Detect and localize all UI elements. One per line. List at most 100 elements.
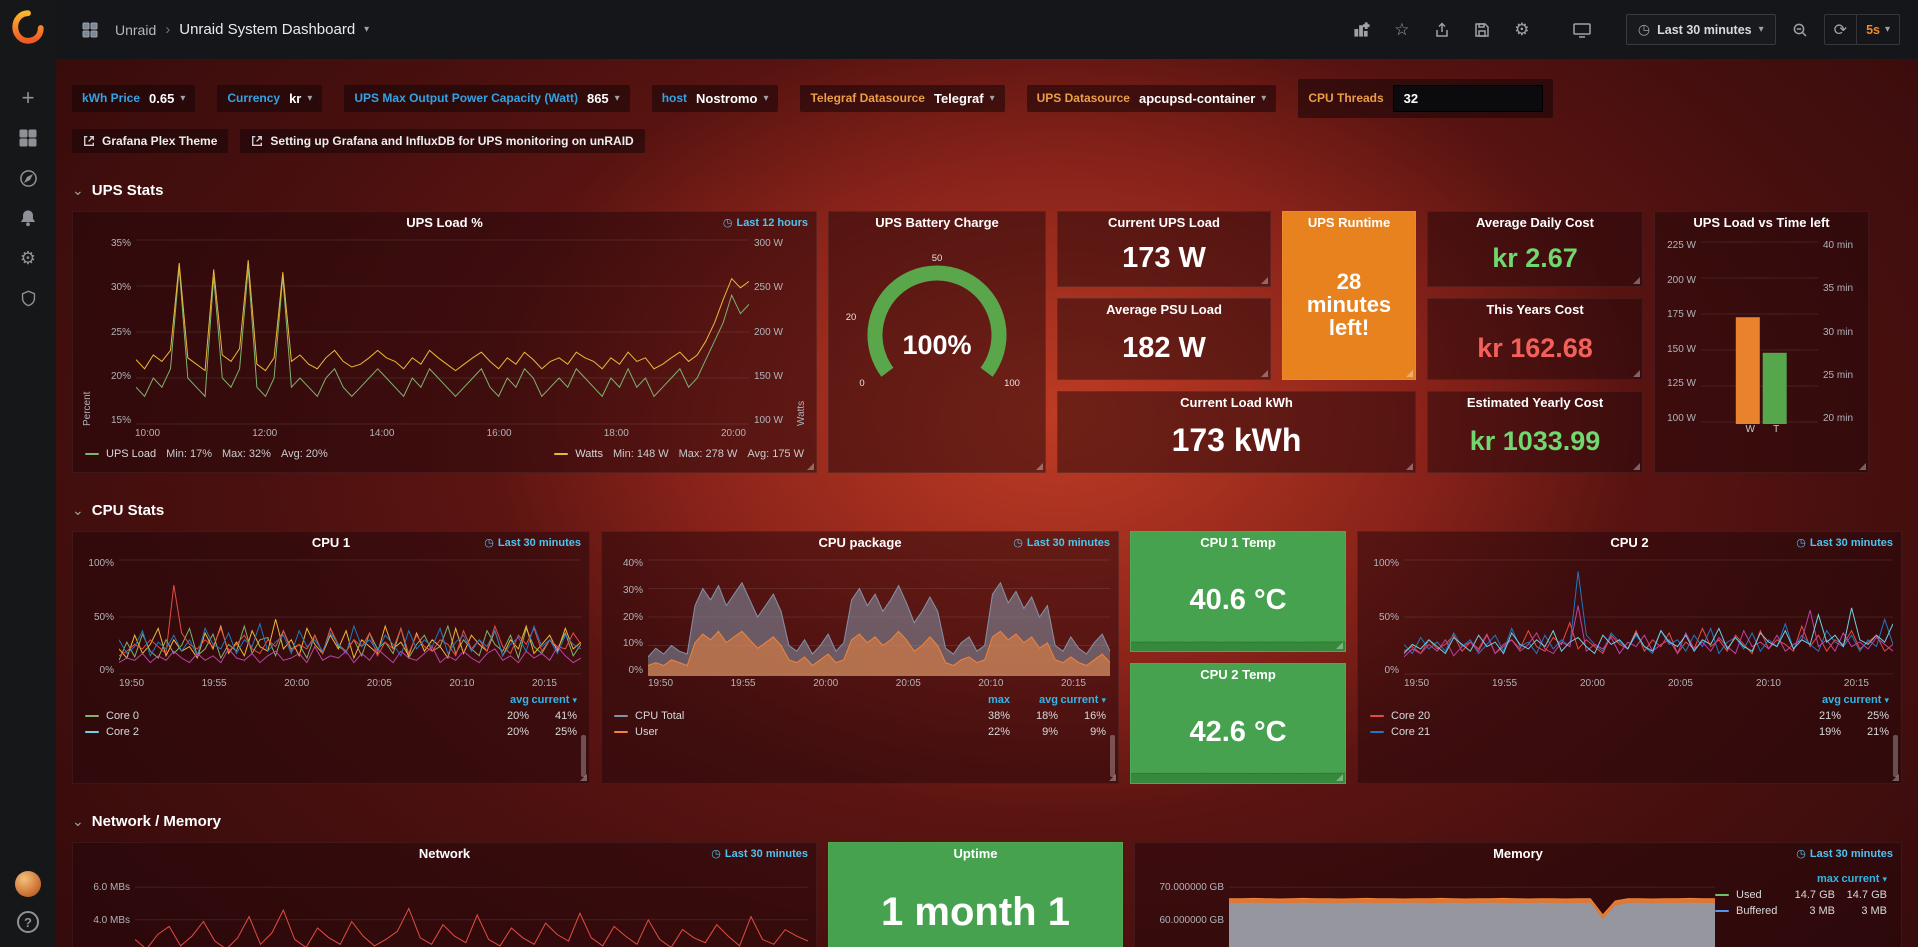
variable-host[interactable]: host Nostromo ▾ xyxy=(651,84,779,112)
panel-title[interactable]: CPU 2 xyxy=(1610,535,1649,550)
legend-scrollbar[interactable] xyxy=(1110,735,1115,777)
section-network-memory[interactable]: ⌄ Network / Memory xyxy=(72,810,1902,832)
create-plus-icon[interactable]: + xyxy=(21,85,35,110)
refresh-interval-picker[interactable]: 5s ▾ xyxy=(1856,15,1899,44)
legend-row[interactable]: Used 14.7 GB 14.7 GB xyxy=(1715,887,1887,903)
tv-cycle-icon[interactable] xyxy=(1566,14,1598,46)
alerting-bell-icon[interactable] xyxy=(0,198,56,238)
variable-value[interactable]: 0.65 ▾ xyxy=(149,90,186,106)
star-icon[interactable]: ☆ xyxy=(1394,19,1410,39)
breadcrumb-app[interactable]: Unraid xyxy=(115,21,157,38)
user-avatar[interactable] xyxy=(15,871,41,897)
cpu2-chart[interactable] xyxy=(1403,558,1894,676)
add-panel-icon[interactable] xyxy=(1346,14,1378,46)
memory-chart[interactable] xyxy=(1228,869,1715,947)
legend-row[interactable]: UPS Load Min: 17% Max: 32% Avg: 20% xyxy=(85,446,328,462)
apps-grid-icon[interactable] xyxy=(74,14,106,46)
refresh-icon[interactable]: ⟳ xyxy=(1833,21,1848,39)
share-icon[interactable] xyxy=(1426,14,1458,46)
legend-sort-header[interactable]: max xyxy=(987,694,1010,706)
panel-cpu-1: CPU 1 ◷ Last 30 minutes 100% 50% 0% 19:50 1… xyxy=(72,531,590,784)
explore-compass-icon[interactable] xyxy=(0,158,56,198)
legend-row[interactable]: User 22% 9% 9% xyxy=(614,724,1106,740)
variable-value[interactable]: Telegraf ▾ xyxy=(933,90,995,106)
variable-input[interactable]: 32 xyxy=(1392,84,1543,112)
panel-title[interactable]: CPU package xyxy=(818,535,902,550)
legend-sort-header[interactable]: current ▾ xyxy=(1843,694,1890,706)
save-icon[interactable] xyxy=(1466,14,1498,46)
panel-time-range-badge[interactable]: ◷ Last 30 minutes xyxy=(484,536,581,550)
dashboards-icon[interactable] xyxy=(0,118,56,158)
time-range-picker[interactable]: ◷ Last 30 minutes ▾ xyxy=(1625,14,1776,45)
panel-title[interactable]: Estimated Yearly Cost xyxy=(1466,395,1604,410)
panel-time-range-badge[interactable]: ◷ Last 30 minutes xyxy=(711,847,808,861)
axis-tick: 50% xyxy=(93,611,114,623)
panel-title[interactable]: UPS Load vs Time left xyxy=(1693,215,1830,230)
legend-scrollbar[interactable] xyxy=(1893,735,1898,777)
configuration-gear-icon[interactable]: ⚙ xyxy=(19,247,37,268)
panel-title[interactable]: UPS Runtime xyxy=(1307,215,1391,230)
legend-sort-header[interactable]: current ▾ xyxy=(1841,873,1888,885)
axis-tick: 200 W xyxy=(1667,274,1696,286)
legend-row[interactable]: Watts Min: 148 W Max: 278 W Avg: 175 W xyxy=(554,446,804,462)
variable-ups-datasource[interactable]: UPS Datasource apcupsd-container ▾ xyxy=(1026,84,1277,112)
cpu1-chart[interactable] xyxy=(118,558,582,676)
variable-kwh-price[interactable]: kWh Price 0.65 ▾ xyxy=(72,84,196,112)
panel-title[interactable]: Network xyxy=(418,846,471,861)
dashboard-link[interactable]: Grafana Plex Theme xyxy=(72,129,229,153)
panel-title[interactable]: UPS Battery Charge xyxy=(875,215,999,230)
legend-sort-header[interactable]: max xyxy=(1816,873,1839,885)
panel-title[interactable]: Memory xyxy=(1493,846,1543,861)
server-admin-shield-icon[interactable] xyxy=(0,278,56,318)
panel-title[interactable]: CPU 1 xyxy=(311,535,351,550)
variable-ups-max-output-power-capacity-watt[interactable]: UPS Max Output Power Capacity (Watt) 865 … xyxy=(344,84,630,112)
panel-title[interactable]: UPS Load % xyxy=(406,215,483,230)
panel-title[interactable]: CPU 1 Temp xyxy=(1200,535,1276,550)
panel-title[interactable]: Uptime xyxy=(953,846,998,861)
section-cpu-stats[interactable]: ⌄ CPU Stats xyxy=(72,499,1902,521)
legend-sort-header[interactable]: avg xyxy=(1039,694,1058,706)
legend-row[interactable]: Core 2 20% 25% xyxy=(85,724,577,740)
legend-row[interactable]: Core 21 19% 21% xyxy=(1370,724,1889,740)
variable-value[interactable]: Nostromo ▾ xyxy=(696,90,769,106)
network-chart[interactable] xyxy=(134,869,809,947)
variable-value[interactable]: apcupsd-container ▾ xyxy=(1138,90,1267,106)
dashboard-title[interactable]: Unraid System Dashboard xyxy=(179,21,356,38)
variable-value[interactable]: 865 ▾ xyxy=(586,90,620,106)
panel-title[interactable]: Average PSU Load xyxy=(1106,302,1222,317)
panel-title[interactable]: Current Load kWh xyxy=(1180,395,1293,410)
dashboard-title-caret-icon[interactable]: ▾ xyxy=(364,24,370,35)
variable-telegraf-datasource[interactable]: Telegraf Datasource Telegraf ▾ xyxy=(800,84,1005,112)
section-ups-stats[interactable]: ⌄ UPS Stats xyxy=(72,179,1902,201)
axis-tick: 150 W xyxy=(754,370,783,382)
panel-time-range-badge[interactable]: ◷ Last 30 minutes xyxy=(1796,536,1893,550)
legend-sort-header[interactable]: current ▾ xyxy=(1060,694,1107,706)
legend-row[interactable]: Buffered 3 MB 3 MB xyxy=(1715,903,1887,919)
legend-row[interactable]: Core 20 21% 25% xyxy=(1370,708,1889,724)
zoom-out-icon[interactable] xyxy=(1784,14,1816,46)
variable-value[interactable]: kr ▾ xyxy=(289,90,313,106)
panel-title[interactable]: This Years Cost xyxy=(1486,302,1584,317)
legend-sort-header[interactable]: current ▾ xyxy=(531,694,578,706)
panel-time-range-badge[interactable]: ◷ Last 12 hours xyxy=(722,216,808,230)
panel-title[interactable]: Current UPS Load xyxy=(1108,215,1220,230)
chevron-down-icon: ⌄ xyxy=(72,501,84,518)
legend-sort-header[interactable]: avg xyxy=(510,694,529,706)
variable-cpu-threads[interactable]: CPU Threads 32 xyxy=(1298,78,1553,118)
legend-sort-header[interactable]: avg xyxy=(1822,694,1841,706)
panel-title[interactable]: Average Daily Cost xyxy=(1475,215,1594,230)
dashboard-link[interactable]: Setting up Grafana and InfluxDB for UPS … xyxy=(240,129,645,153)
grafana-logo-icon[interactable] xyxy=(11,10,45,44)
legend-scrollbar[interactable] xyxy=(581,735,586,777)
ups-bars-chart[interactable] xyxy=(1701,240,1818,424)
panel-title[interactable]: CPU 2 Temp xyxy=(1200,667,1276,682)
dashboard-settings-gear-icon[interactable]: ⚙ xyxy=(1514,19,1530,39)
panel-time-range-badge[interactable]: ◷ Last 30 minutes xyxy=(1796,847,1893,861)
variable-currency[interactable]: Currency kr ▾ xyxy=(217,84,323,112)
legend-row[interactable]: CPU Total 38% 18% 16% xyxy=(614,708,1106,724)
ups-load-chart[interactable] xyxy=(135,238,750,426)
cpu-package-chart[interactable] xyxy=(647,558,1111,676)
panel-time-range-badge[interactable]: ◷ Last 30 minutes xyxy=(1013,536,1110,550)
legend-row[interactable]: Core 0 20% 41% xyxy=(85,708,577,724)
help-icon[interactable]: ? xyxy=(17,911,39,933)
